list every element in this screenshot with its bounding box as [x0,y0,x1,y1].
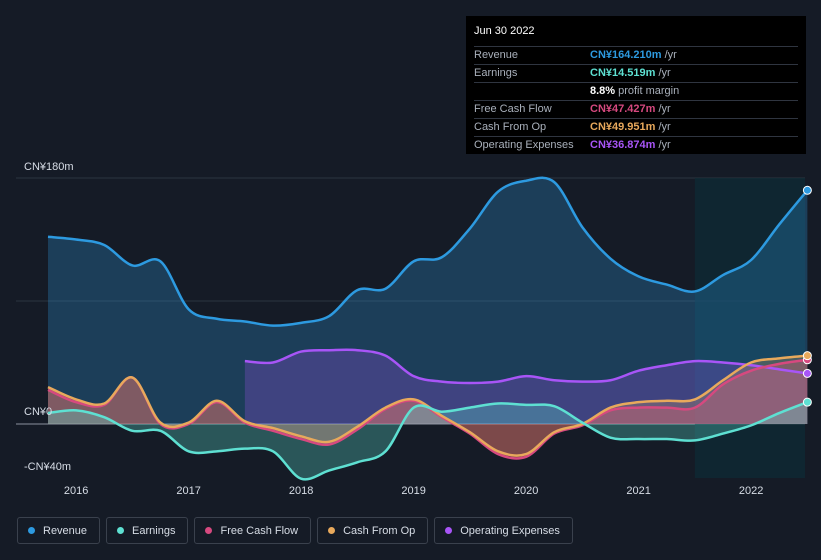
tooltip-row-value: CN¥49.951m [590,121,656,133]
legend: Revenue Earnings Free Cash Flow Cash From O… [17,517,573,544]
revenue-endpoint[interactable] [802,185,812,195]
tooltip-row: Free Cash Flow CN¥47.427m/yr [474,101,798,119]
tooltip-row-unit: /yr [658,121,671,133]
revenue-line [47,176,809,327]
legend-item-revenue[interactable]: Revenue [17,517,101,544]
tooltip-row: Revenue CN¥164.210m/yr [474,47,798,65]
legend-label: Operating Expenses [460,524,560,537]
tooltip-row-unit: /yr [664,49,677,61]
legend-dot-icon [117,527,125,534]
tooltip-row-value: CN¥47.427m [590,103,656,115]
tooltip-row-unit: /yr [658,139,671,151]
legend-dot-icon [445,527,453,534]
operating-expenses-area [244,349,808,424]
series-lines [47,176,809,481]
tooltip-row-unit: /yr [658,103,671,115]
legend-item-cash-from-op[interactable]: Cash From Op [317,517,429,544]
tooltip-row-value: 8.8% [590,85,616,97]
x-axis-ticks: 2016 2017 2018 2019 2020 2021 2022 [64,485,763,497]
tooltip-rows: Revenue CN¥164.210m/yr Earnings CN¥14.519m /… [474,47,798,154]
operating-expenses-line [244,348,808,385]
legend-label: Cash From Op [343,524,416,537]
tooltip-row-unit: /yr [658,67,671,79]
legend-label: Free Cash Flow [220,524,299,537]
y-tick-label: -CN¥40m [24,461,71,473]
tooltip-date: Jun 30 2022 [474,24,798,47]
tooltip-row: Operating Expenses CN¥36.874m/yr [474,137,798,154]
x-tick-label: 2016 [64,485,88,497]
legend-dot-icon [328,527,336,534]
legend-item-operating-expenses[interactable]: Operating Expenses [434,517,573,544]
x-tick-label: 2022 [739,485,763,497]
x-tick-label: 2021 [626,485,650,497]
tooltip-row-label: Earnings [474,67,518,79]
tooltip-row-label [474,83,590,100]
operating-expenses-endpoint[interactable] [802,368,812,378]
tooltip-row: Earnings CN¥14.519m/yr [474,65,798,83]
tooltip-row: 8.8% profit margin [474,83,798,101]
x-tick-label: 2018 [289,485,313,497]
legend-label: Revenue [43,524,88,537]
revenue-area [48,177,808,424]
tooltip-row: Cash From Op CN¥49.951m/yr [474,119,798,137]
grid [16,177,805,425]
legend-item-free-cash-flow[interactable]: Free Cash Flow [194,517,312,544]
tooltip-row-label: Operating Expenses [474,139,574,151]
earnings-line [47,400,808,481]
earnings-area [48,402,808,480]
tooltip-row-value: CN¥36.874m [590,139,656,151]
earnings-endpoint[interactable] [802,397,812,407]
x-tick-label: 2019 [401,485,425,497]
x-tick-label: 2020 [514,485,538,497]
tooltip-row-label: Revenue [474,49,519,61]
legend-label: Earnings [132,524,176,537]
tooltip-row-value: CN¥164.210m [590,49,662,61]
legend-dot-icon [28,527,35,534]
tooltip-panel: Jun 30 2022 Revenue CN¥164.210m/yr Earning… [466,16,806,154]
free-cash-flow-area [48,359,808,459]
cash-from-op-endpoint[interactable] [802,351,812,361]
tooltip-row-label: Cash From Op [474,121,547,133]
y-tick-label: CN¥0 [24,406,52,418]
series-areas [48,177,808,480]
y-tick-label: CN¥180m [24,161,74,173]
legend-item-earnings[interactable]: Earnings [106,517,189,544]
x-tick-label: 2017 [176,485,200,497]
tooltip-row-label: Free Cash Flow [474,103,552,115]
tooltip-row-value: CN¥14.519m [590,67,656,79]
y-axis-ticks: CN¥180m CN¥0 -CN¥40m [24,161,74,473]
legend-dot-icon [205,527,213,534]
series-endpoints [802,185,812,407]
tooltip-row-unit: profit margin [618,85,680,97]
cash-from-op-area [48,355,808,456]
forecast-highlight-band [694,178,805,478]
